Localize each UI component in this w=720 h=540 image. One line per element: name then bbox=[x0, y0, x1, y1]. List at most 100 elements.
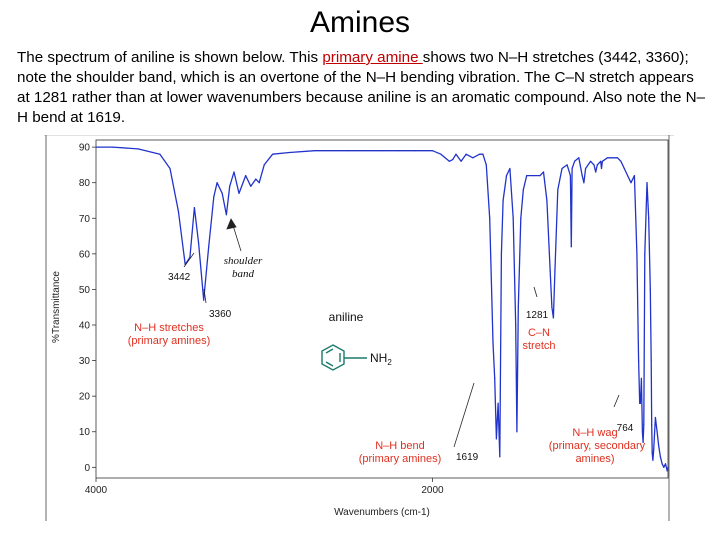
data-point bbox=[492, 342, 494, 344]
data-point bbox=[642, 441, 644, 443]
data-point bbox=[495, 438, 497, 440]
data-point bbox=[663, 466, 665, 468]
data-point bbox=[221, 192, 223, 194]
data-point bbox=[517, 306, 519, 308]
data-point bbox=[653, 448, 655, 451]
data-point bbox=[238, 192, 240, 194]
data-point bbox=[616, 157, 619, 159]
y-tick-label: 10 bbox=[79, 427, 91, 438]
ring-double-bond-1 bbox=[325, 348, 334, 354]
intro-text-end: shows two N–H stretches (3442, 3360); no… bbox=[17, 49, 706, 126]
data-point bbox=[561, 167, 563, 170]
data-point bbox=[502, 199, 504, 202]
data-point bbox=[250, 185, 252, 187]
data-point bbox=[630, 182, 632, 184]
data-point bbox=[627, 175, 629, 177]
data-point bbox=[288, 151, 291, 154]
data-point bbox=[500, 253, 502, 255]
data-point bbox=[620, 160, 622, 162]
data-point bbox=[633, 175, 636, 177]
data-point bbox=[570, 246, 572, 248]
data-point bbox=[574, 160, 576, 162]
nh-wag-label-line3: amines) bbox=[575, 453, 614, 465]
data-point bbox=[213, 196, 215, 198]
arrow-shoulder-head bbox=[226, 218, 237, 230]
data-point bbox=[177, 210, 179, 212]
data-point bbox=[398, 150, 400, 152]
intro-text-start: The spectrum of aniline is shown below. … bbox=[17, 49, 323, 66]
data-point bbox=[448, 160, 450, 162]
data-point bbox=[623, 167, 625, 170]
y-tick-label: 90 bbox=[79, 143, 91, 154]
data-point bbox=[520, 217, 522, 219]
data-point bbox=[497, 402, 499, 404]
data-point bbox=[600, 167, 603, 170]
cn-stretch-label-line2: stretch bbox=[522, 340, 555, 352]
data-point bbox=[229, 185, 231, 187]
data-point bbox=[258, 182, 260, 184]
data-point bbox=[551, 306, 553, 308]
data-point bbox=[600, 160, 602, 162]
data-point bbox=[644, 253, 646, 255]
nh-bend-label-line2: (primary amines) bbox=[359, 453, 442, 465]
data-point bbox=[208, 246, 210, 248]
data-point bbox=[654, 416, 657, 419]
data-point bbox=[566, 164, 568, 166]
nh-bend-label-line1: N–H bend bbox=[375, 440, 425, 452]
data-point bbox=[505, 175, 508, 177]
x-tick-label: 2000 bbox=[421, 485, 444, 496]
ir-spectrum-chart: 90 80 70 60 50 40 30 20 10 0 4000 2000 %Transmitta… bbox=[44, 135, 674, 523]
spectrum-line-aniline bbox=[96, 146, 669, 472]
data-point bbox=[659, 456, 662, 458]
data-point bbox=[648, 217, 650, 219]
spectrum-trace-group bbox=[95, 146, 669, 472]
data-point bbox=[552, 317, 554, 319]
data-point bbox=[314, 150, 316, 152]
data-point bbox=[643, 424, 645, 426]
data-point bbox=[539, 175, 541, 177]
data-point bbox=[245, 175, 247, 177]
data-point bbox=[489, 217, 491, 219]
data-point bbox=[512, 217, 514, 219]
data-point bbox=[263, 164, 265, 166]
data-point bbox=[485, 164, 487, 166]
data-point bbox=[169, 167, 171, 170]
compound-name: aniline bbox=[329, 310, 364, 324]
data-point bbox=[532, 175, 534, 177]
y-tick-label: 70 bbox=[79, 214, 91, 225]
data-point bbox=[549, 271, 551, 273]
data-point bbox=[522, 189, 524, 191]
data-point bbox=[661, 463, 663, 465]
data-point bbox=[216, 182, 218, 184]
arrow-1619 bbox=[453, 382, 475, 448]
data-point bbox=[640, 377, 643, 379]
intro-paragraph: The spectrum of aniline is shown below. … bbox=[17, 48, 707, 128]
data-point bbox=[494, 377, 496, 379]
data-point bbox=[636, 253, 638, 255]
aniline-structure bbox=[321, 344, 367, 371]
data-point bbox=[479, 153, 481, 155]
data-point bbox=[515, 324, 517, 326]
data-point bbox=[255, 178, 257, 180]
nh-stretch-label-line1: N–H stretches bbox=[134, 322, 204, 334]
x-tick-label: 4000 bbox=[85, 485, 108, 496]
benzene-ring bbox=[321, 344, 345, 371]
data-point bbox=[159, 153, 161, 155]
data-point bbox=[581, 175, 583, 177]
data-point bbox=[225, 214, 227, 216]
peak-label-3360: 3360 bbox=[209, 309, 232, 320]
nh-wag-label-line1: N–H wag bbox=[572, 427, 617, 439]
data-point bbox=[557, 189, 559, 191]
peak-label-3442: 3442 bbox=[168, 272, 191, 283]
data-point bbox=[652, 459, 654, 461]
x-axis-title: Wavenumbers (cm-1) bbox=[334, 507, 430, 518]
data-point bbox=[590, 160, 592, 162]
data-point bbox=[95, 146, 97, 148]
data-point bbox=[465, 153, 467, 155]
y-tick-label: 0 bbox=[84, 463, 90, 474]
data-point bbox=[482, 153, 484, 155]
data-point bbox=[381, 150, 383, 152]
data-point bbox=[499, 456, 501, 458]
data-point bbox=[650, 360, 652, 362]
primary-amine-link[interactable]: primary amine bbox=[322, 49, 423, 66]
